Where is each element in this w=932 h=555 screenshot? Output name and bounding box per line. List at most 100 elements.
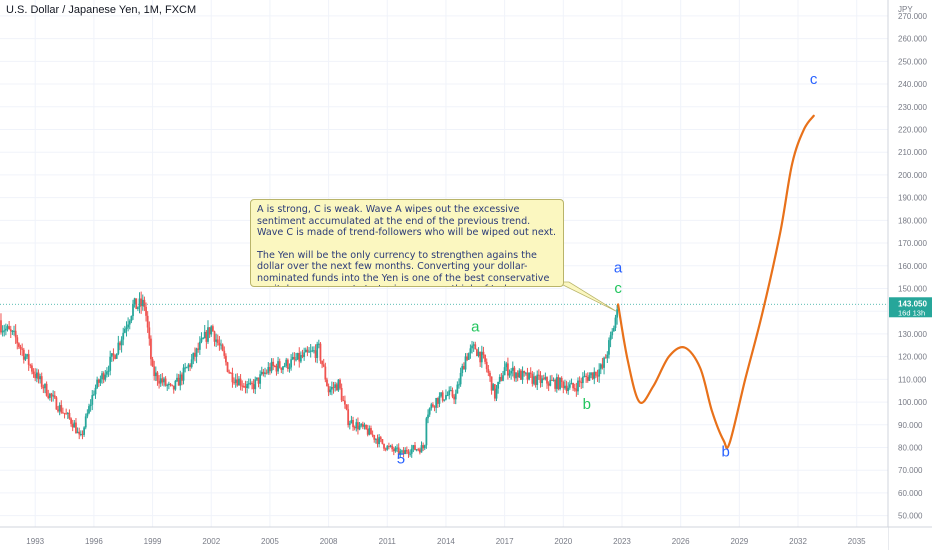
candle-body: [114, 355, 116, 359]
candle-body: [52, 395, 55, 397]
time-tick-label: 1999: [144, 537, 162, 546]
candle-body: [348, 423, 351, 426]
candle-body: [347, 409, 350, 426]
candle-body: [132, 304, 134, 317]
candle-body: [143, 299, 146, 307]
candle-body: [516, 372, 519, 378]
candle-body: [420, 445, 423, 453]
time-tick-label: 2008: [320, 537, 338, 546]
candle-body: [92, 394, 95, 396]
candle-body: [50, 393, 53, 397]
candle-body: [4, 328, 7, 331]
candle-body: [120, 339, 123, 346]
candle-body: [14, 330, 17, 338]
candle-body: [306, 349, 309, 352]
candle-body: [436, 398, 439, 404]
candle-body: [16, 337, 19, 344]
candle-body: [189, 364, 191, 367]
candle-body: [45, 383, 48, 396]
callout-pointer-shape: [556, 281, 617, 312]
candle-body: [291, 357, 294, 360]
candle-body: [401, 450, 403, 452]
candle-body: [591, 372, 594, 379]
candle-body: [255, 377, 258, 380]
price-tick-label: 110.000: [898, 375, 927, 384]
candle-body: [417, 449, 420, 451]
candle-body: [485, 361, 488, 370]
candle-body: [176, 377, 178, 381]
candle-body: [326, 379, 328, 387]
candle-body: [106, 371, 108, 375]
candle-body: [313, 350, 315, 352]
candle-body: [441, 392, 444, 401]
candle-body: [500, 377, 503, 381]
price-tick-label: 200.000: [898, 171, 927, 180]
candle-body: [210, 326, 213, 335]
candle-body: [458, 384, 460, 386]
candle-body: [606, 354, 609, 358]
wave-label-b-green: b: [583, 396, 591, 413]
candle-body: [472, 344, 475, 346]
candle-body: [273, 365, 276, 367]
candle-body: [391, 445, 394, 450]
candle-body: [596, 375, 599, 377]
candle-body: [549, 379, 552, 386]
candle-body: [546, 377, 548, 384]
price-tick-label: 270.000: [898, 12, 927, 21]
candle-body: [133, 298, 136, 305]
candle-body: [86, 413, 89, 417]
time-tick-label: 2005: [261, 537, 279, 546]
candle-body: [518, 370, 521, 378]
candle-body: [308, 351, 310, 353]
candle-body: [213, 331, 216, 342]
time-axis[interactable]: 1993 1996 1999 2002 2005 2008 2011 2014 2017 2020…: [0, 526, 932, 550]
candle-body: [159, 378, 162, 384]
candle-body: [182, 367, 185, 381]
price-tick-label: 150.000: [898, 284, 927, 293]
candle-body: [601, 364, 604, 368]
candle-body: [379, 437, 382, 440]
candle-body: [598, 369, 601, 377]
candle-body: [360, 423, 363, 426]
candle-body: [394, 447, 397, 452]
candle-body: [42, 386, 45, 389]
candle-body: [577, 380, 579, 392]
candle-body: [358, 425, 361, 430]
candle-body: [21, 348, 24, 350]
candle-body: [533, 376, 535, 384]
candle-body: [366, 429, 369, 435]
candle-body: [101, 373, 103, 380]
price-tick-label: 120.000: [898, 353, 927, 362]
candle-body: [415, 449, 418, 451]
candle-body: [583, 375, 586, 377]
candle-body: [150, 338, 152, 360]
candle-body: [94, 387, 97, 395]
candle-body: [371, 434, 374, 436]
candle-body: [505, 363, 508, 368]
candle-body: [195, 348, 198, 357]
candle-body: [60, 405, 63, 413]
candle-body: [115, 353, 118, 359]
price-tick-label: 220.000: [898, 125, 927, 134]
candle-body: [65, 413, 68, 415]
time-tick-label: 1996: [85, 537, 103, 546]
time-tick-label: 2023: [613, 537, 631, 546]
candle-body: [345, 404, 348, 410]
candle-body: [58, 405, 61, 412]
candle-body: [26, 354, 28, 357]
candle-body: [265, 372, 268, 374]
candle-body: [197, 348, 200, 350]
callout-note[interactable]: A is strong, C is weak. Wave A wipes out…: [250, 199, 564, 287]
candle-body: [409, 453, 411, 455]
candle-body: [451, 390, 454, 397]
candle-body: [179, 374, 182, 386]
candle-body: [513, 367, 516, 379]
candle-body: [269, 367, 271, 372]
candle-body: [462, 366, 465, 370]
candle-body: [181, 374, 183, 381]
candle-body: [247, 383, 250, 385]
